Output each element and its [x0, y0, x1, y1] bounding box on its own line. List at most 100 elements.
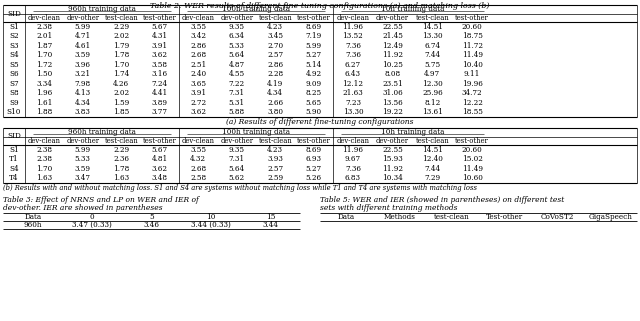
Text: test-other: test-other [143, 14, 177, 22]
Text: 2.58: 2.58 [190, 174, 206, 182]
Text: 1.85: 1.85 [113, 108, 129, 116]
Text: 1.88: 1.88 [36, 108, 52, 116]
Text: 10.34: 10.34 [382, 174, 403, 182]
Text: 4.97: 4.97 [424, 70, 440, 78]
Text: 4.34: 4.34 [268, 89, 284, 97]
Text: 4.26: 4.26 [113, 80, 129, 88]
Text: 6.93: 6.93 [306, 155, 322, 163]
Text: 10.60: 10.60 [461, 174, 483, 182]
Text: 3.91: 3.91 [190, 89, 206, 97]
Text: 2.28: 2.28 [267, 70, 284, 78]
Text: 34.72: 34.72 [462, 89, 483, 97]
Text: 13.52: 13.52 [342, 32, 364, 40]
Text: test-clean: test-clean [104, 14, 138, 22]
Text: 3.34: 3.34 [36, 80, 52, 88]
Text: 6.74: 6.74 [424, 42, 440, 50]
Text: S10: S10 [7, 108, 21, 116]
Text: dev-other: dev-other [220, 14, 253, 22]
Text: 13.30: 13.30 [342, 108, 363, 116]
Text: 3.47 (0.33): 3.47 (0.33) [72, 221, 112, 229]
Text: 10.25: 10.25 [382, 61, 403, 69]
Text: 1.70: 1.70 [36, 51, 52, 59]
Text: 10: 10 [206, 213, 216, 221]
Text: test-other: test-other [143, 137, 177, 145]
Text: 4.41: 4.41 [152, 89, 168, 97]
Text: 12.30: 12.30 [422, 80, 443, 88]
Text: dev-other: dev-other [220, 137, 253, 145]
Text: 2.38: 2.38 [36, 23, 52, 31]
Text: dev-clean: dev-clean [28, 14, 61, 22]
Text: 8.08: 8.08 [385, 70, 401, 78]
Text: 5.88: 5.88 [228, 108, 245, 116]
Text: S3: S3 [9, 42, 19, 50]
Text: 4.81: 4.81 [152, 155, 168, 163]
Text: 1.63: 1.63 [113, 174, 129, 182]
Text: 3.62: 3.62 [190, 108, 206, 116]
Text: 3.80: 3.80 [268, 108, 284, 116]
Text: sets with different training methods: sets with different training methods [320, 204, 458, 212]
Text: 11.49: 11.49 [461, 51, 483, 59]
Text: dev-other: dev-other [376, 14, 409, 22]
Text: 8.25: 8.25 [306, 89, 322, 97]
Text: dev-clean: dev-clean [182, 14, 215, 22]
Text: 3.45: 3.45 [268, 32, 284, 40]
Text: dev-clean: dev-clean [337, 137, 369, 145]
Text: 1.96: 1.96 [36, 89, 52, 97]
Text: 2.01: 2.01 [36, 32, 52, 40]
Text: 7.36: 7.36 [345, 165, 361, 173]
Text: 12.22: 12.22 [461, 99, 483, 107]
Text: 1.70: 1.70 [113, 61, 129, 69]
Text: 5.65: 5.65 [306, 99, 322, 107]
Text: 14.51: 14.51 [422, 23, 443, 31]
Text: 1.59: 1.59 [113, 99, 129, 107]
Text: 11.96: 11.96 [342, 146, 364, 154]
Text: 5: 5 [149, 213, 154, 221]
Text: 4.19: 4.19 [267, 80, 284, 88]
Text: 4.13: 4.13 [75, 89, 91, 97]
Text: Methods: Methods [383, 213, 415, 221]
Text: test-clean: test-clean [415, 137, 449, 145]
Text: S4: S4 [9, 165, 19, 173]
Text: 15.02: 15.02 [461, 155, 483, 163]
Text: S6: S6 [9, 70, 19, 78]
Text: 5.99: 5.99 [75, 23, 91, 31]
Text: 2.29: 2.29 [113, 23, 129, 31]
Text: Data: Data [338, 213, 355, 221]
Text: 3.47: 3.47 [75, 174, 91, 182]
Text: 4.71: 4.71 [75, 32, 91, 40]
Text: 7.98: 7.98 [75, 80, 91, 88]
Text: 7.22: 7.22 [228, 80, 245, 88]
Text: 22.55: 22.55 [382, 146, 403, 154]
Text: 23.51: 23.51 [382, 80, 403, 88]
Text: S7: S7 [9, 80, 19, 88]
Text: S4: S4 [9, 51, 19, 59]
Text: 4.55: 4.55 [228, 70, 245, 78]
Text: 4.61: 4.61 [75, 42, 91, 50]
Text: 1.72: 1.72 [36, 61, 52, 69]
Text: 960h training data: 960h training data [68, 5, 136, 13]
Text: 3.55: 3.55 [190, 146, 206, 154]
Text: dev-other. IER are showed in parentheses: dev-other. IER are showed in parentheses [3, 204, 163, 212]
Text: 4.31: 4.31 [152, 32, 168, 40]
Text: 6.27: 6.27 [345, 61, 361, 69]
Text: dev-clean: dev-clean [337, 14, 369, 22]
Text: 960h: 960h [24, 221, 42, 229]
Text: 20.60: 20.60 [461, 146, 483, 154]
Text: 11.92: 11.92 [382, 165, 403, 173]
Text: 3.58: 3.58 [152, 61, 168, 69]
Text: 5.64: 5.64 [228, 165, 245, 173]
Text: 2.38: 2.38 [36, 146, 52, 154]
Text: T1: T1 [9, 155, 19, 163]
Text: 5.33: 5.33 [229, 42, 244, 50]
Text: test-other: test-other [297, 14, 331, 22]
Text: 2.40: 2.40 [190, 70, 206, 78]
Text: 3.59: 3.59 [75, 51, 91, 59]
Text: 15.93: 15.93 [382, 155, 403, 163]
Text: test-other: test-other [297, 137, 331, 145]
Text: 2.02: 2.02 [113, 32, 129, 40]
Text: 1.87: 1.87 [36, 42, 52, 50]
Text: 4.23: 4.23 [268, 146, 284, 154]
Text: 3.46: 3.46 [143, 221, 159, 229]
Text: test-clean: test-clean [259, 137, 292, 145]
Text: 3.91: 3.91 [152, 42, 168, 50]
